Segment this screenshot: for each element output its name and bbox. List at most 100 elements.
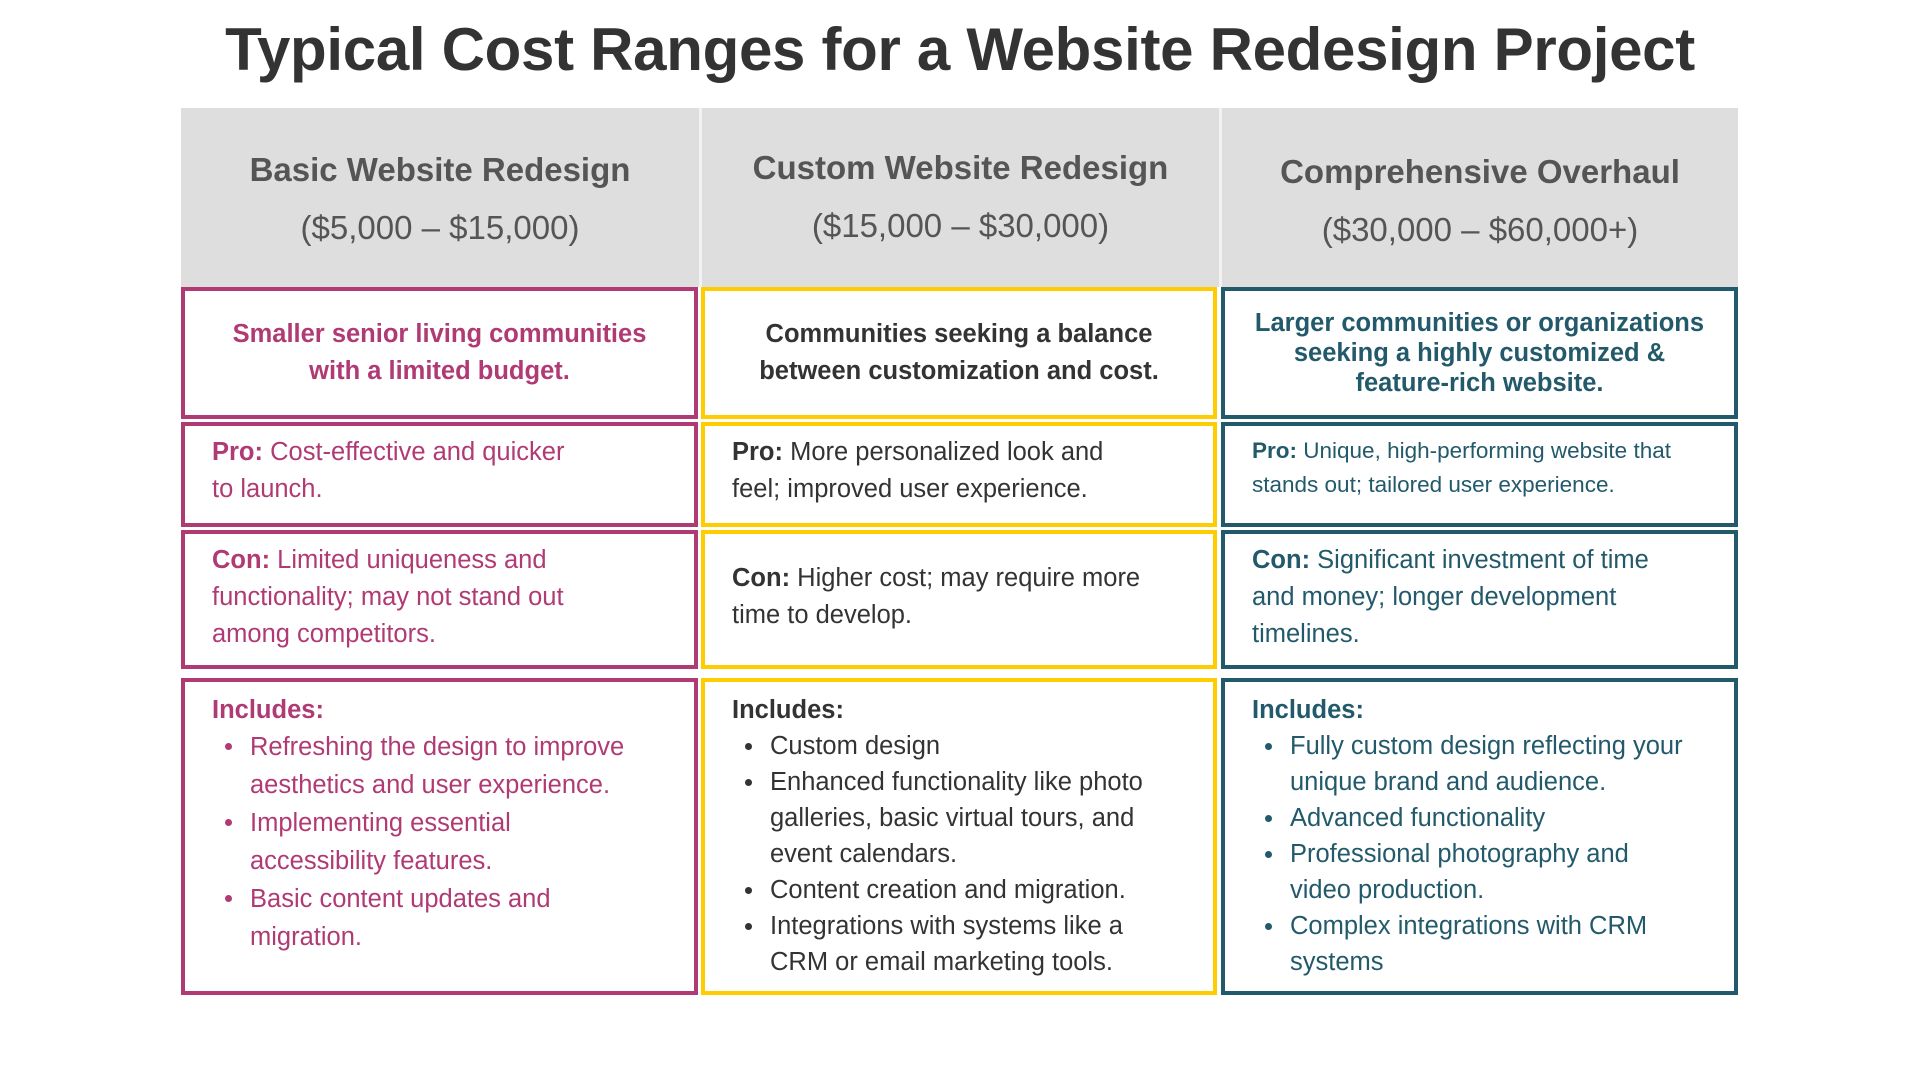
item-line: video production. xyxy=(1290,876,1485,904)
con-line-text: timelines. xyxy=(1252,620,1360,648)
audience-cell-basic: Smaller senior living communities with a… xyxy=(181,287,698,419)
page-title: Typical Cost Ranges for a Website Redesi… xyxy=(225,16,1695,83)
bullet-icon xyxy=(1265,743,1272,750)
con-line-text: Significant investment of time xyxy=(1317,546,1649,574)
list-item: Advanced functionality xyxy=(1265,800,1714,836)
audience-line: with a limited budget. xyxy=(309,357,570,385)
item-line: Enhanced functionality like photo xyxy=(770,768,1143,796)
audience-line: feature-rich website. xyxy=(1355,369,1604,397)
con-line-text: among competitors. xyxy=(212,620,436,648)
con-cell-basic: Con: Limited uniqueness and functionalit… xyxy=(181,530,698,669)
price-range: ($5,000 – $15,000) xyxy=(300,208,580,246)
list-item: Complex integrations with CRM systems xyxy=(1265,908,1714,980)
item-line: event calendars. xyxy=(770,840,958,868)
pro-text: Pro: Cost-effective and quicker to launc… xyxy=(185,426,694,508)
pro-cell-custom: Pro: More personalized look and feel; im… xyxy=(701,422,1217,527)
includes-list: Fully custom design reflecting your uniqu… xyxy=(1252,728,1714,980)
con-cell-custom: Con: Higher cost; may require more time … xyxy=(701,530,1217,669)
pro-line: Pro: Unique, high-performing website tha… xyxy=(1252,434,1710,468)
item-line: Refreshing the design to improve xyxy=(250,733,625,761)
list-item: Basic content updates and migration. xyxy=(225,880,674,956)
con-line-text: functionality; may not stand out xyxy=(212,583,564,611)
includes-block: Includes: Custom design Enhanced functio… xyxy=(705,682,1213,980)
item-line: migration. xyxy=(250,923,362,951)
list-item: Integrations with systems like a CRM or e… xyxy=(745,908,1193,980)
item-line: Basic content updates and xyxy=(250,885,551,913)
pro-label: Pro: xyxy=(212,438,263,466)
bullet-icon xyxy=(745,779,752,786)
item-line: Professional photography and xyxy=(1290,840,1629,868)
column-name: Custom Website Redesign xyxy=(752,148,1169,186)
con-cell-comprehensive: Con: Significant investment of time and … xyxy=(1221,530,1738,669)
pro-line-text: stands out; tailored user experience. xyxy=(1252,472,1615,497)
item-line: Fully custom design reflecting your xyxy=(1290,732,1683,760)
includes-label: Includes: xyxy=(1252,696,1364,724)
includes-cell-comprehensive: Includes: Fully custom design reflecting… xyxy=(1221,678,1738,995)
list-item: Implementing essential accessibility feat… xyxy=(225,804,674,880)
audience-cell-comprehensive: Larger communities or organizations seek… xyxy=(1221,287,1738,419)
bullet-icon xyxy=(225,743,232,750)
column-divider xyxy=(699,108,702,287)
con-label: Con: xyxy=(732,564,791,592)
item-line: galleries, basic virtual tours, and xyxy=(770,804,1135,832)
column-name: Comprehensive Overhaul xyxy=(1280,152,1680,190)
con-text: Con: Significant investment of time and … xyxy=(1225,534,1734,653)
column-name: Basic Website Redesign xyxy=(249,150,631,188)
audience-line: between customization and cost. xyxy=(759,357,1159,385)
con-line-text: and money; longer development xyxy=(1252,583,1617,611)
includes-block: Includes: Fully custom design reflecting… xyxy=(1225,682,1734,980)
bullet-icon xyxy=(745,923,752,930)
bullet-icon xyxy=(1265,923,1272,930)
pro-label: Pro: xyxy=(732,438,783,466)
price-range: ($15,000 – $30,000) xyxy=(811,206,1110,244)
audience-line: Smaller senior living communities xyxy=(232,320,647,348)
bullet-icon xyxy=(745,887,752,894)
audience-cell-custom: Communities seeking a balance between cu… xyxy=(701,287,1217,419)
con-text: Con: Higher cost; may require more time … xyxy=(705,534,1213,634)
audience-line: seeking a highly customized & xyxy=(1293,339,1666,367)
item-line: Custom design xyxy=(770,732,941,760)
list-item: Refreshing the design to improve aestheti… xyxy=(225,728,674,804)
item-line: Integrations with systems like a xyxy=(770,912,1123,940)
includes-label: Includes: xyxy=(212,696,324,724)
pro-text: Pro: Unique, high-performing website tha… xyxy=(1225,426,1734,502)
includes-block: Includes: Refreshing the design to impro… xyxy=(185,682,694,956)
item-line: systems xyxy=(1290,948,1384,976)
bullet-icon xyxy=(225,895,232,902)
includes-list: Refreshing the design to improve aestheti… xyxy=(212,728,674,956)
con-line: Con: Significant investment of time xyxy=(1252,542,1710,579)
con-line-text: time to develop. xyxy=(732,601,913,629)
item-line: unique brand and audience. xyxy=(1290,768,1607,796)
pro-line-text: to launch. xyxy=(212,475,323,503)
bullet-icon xyxy=(225,819,232,826)
con-label: Con: xyxy=(212,546,271,574)
audience-text: Communities seeking a balance between cu… xyxy=(745,316,1173,390)
pro-line-text: feel; improved user experience. xyxy=(732,475,1088,503)
con-line: Con: Higher cost; may require more xyxy=(732,560,1189,597)
bullet-icon xyxy=(1265,815,1272,822)
con-label: Con: xyxy=(1252,546,1311,574)
pro-line: Pro: Cost-effective and quicker xyxy=(212,434,670,471)
item-line: Advanced functionality xyxy=(1290,804,1546,832)
header-comprehensive: Comprehensive Overhaul ($30,000 – $60,00… xyxy=(1222,110,1738,289)
pro-text: Pro: More personalized look and feel; im… xyxy=(705,426,1213,508)
list-item: Enhanced functionality like photo galleri… xyxy=(745,764,1193,872)
includes-label: Includes: xyxy=(732,696,844,724)
pro-line-text: More personalized look and xyxy=(790,438,1104,466)
con-line: Con: Limited uniqueness and xyxy=(212,542,670,579)
item-line: Implementing essential xyxy=(250,809,511,837)
bullet-icon xyxy=(1265,851,1272,858)
con-line-text: Limited uniqueness and xyxy=(277,546,547,574)
item-line: aesthetics and user experience. xyxy=(250,771,611,799)
includes-cell-custom: Includes: Custom design Enhanced functio… xyxy=(701,678,1217,995)
audience-text: Larger communities or organizations seek… xyxy=(1241,308,1718,398)
list-item: Fully custom design reflecting your uniqu… xyxy=(1265,728,1714,800)
bullet-icon xyxy=(745,743,752,750)
item-line: accessibility features. xyxy=(250,847,493,875)
list-item: Professional photography and video produc… xyxy=(1265,836,1714,908)
column-divider xyxy=(1219,108,1222,287)
item-line: Complex integrations with CRM xyxy=(1290,912,1648,940)
pro-line-text: Unique, high-performing website that xyxy=(1303,438,1671,463)
item-line: CRM or email marketing tools. xyxy=(770,948,1113,976)
audience-line: Larger communities or organizations xyxy=(1254,309,1705,337)
